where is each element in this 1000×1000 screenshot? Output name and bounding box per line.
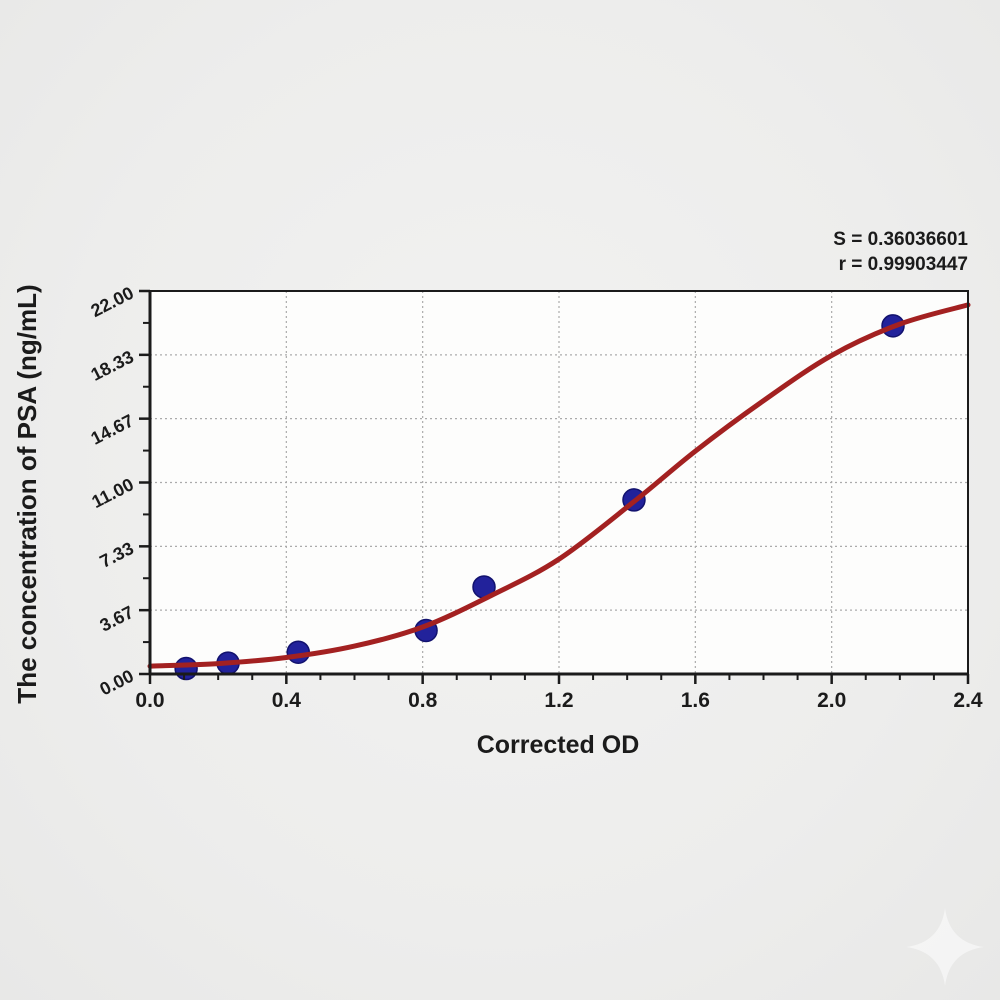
fit-curve [147,302,971,669]
x-tick-label: 0.4 [272,689,302,712]
fit-stat-s: S = 0.36036601 [833,229,968,250]
fit-stat-r: r = 0.99903447 [839,254,968,275]
x-tick-label: 2.0 [817,689,846,712]
sparkle-watermark-icon [906,908,984,986]
x-axis-title: Corrected OD [477,731,640,759]
y-tick-label: 22.00 [88,283,137,321]
y-tick-label: 14.67 [88,410,137,448]
x-tick-label: 1.6 [681,689,710,712]
x-tick-label: 0.0 [135,689,164,712]
y-axis-title: The concentration of PSA (ng/mL) [12,284,42,703]
y-tick-label: 3.67 [97,602,137,636]
y-tick-label: 0.00 [97,666,137,700]
data-point [286,640,311,664]
y-tick-label: 11.00 [88,474,136,512]
x-tick-label: 0.8 [408,689,438,712]
gridlines [150,291,968,674]
axis-ticks [139,289,970,684]
data-point [174,656,198,681]
y-tick-label: 18.33 [88,347,137,385]
x-tick-label: 1.2 [544,689,573,712]
y-tick-label: 7.33 [97,538,137,572]
x-tick-label: 2.4 [953,689,983,712]
fit-curve-layer [147,302,971,669]
